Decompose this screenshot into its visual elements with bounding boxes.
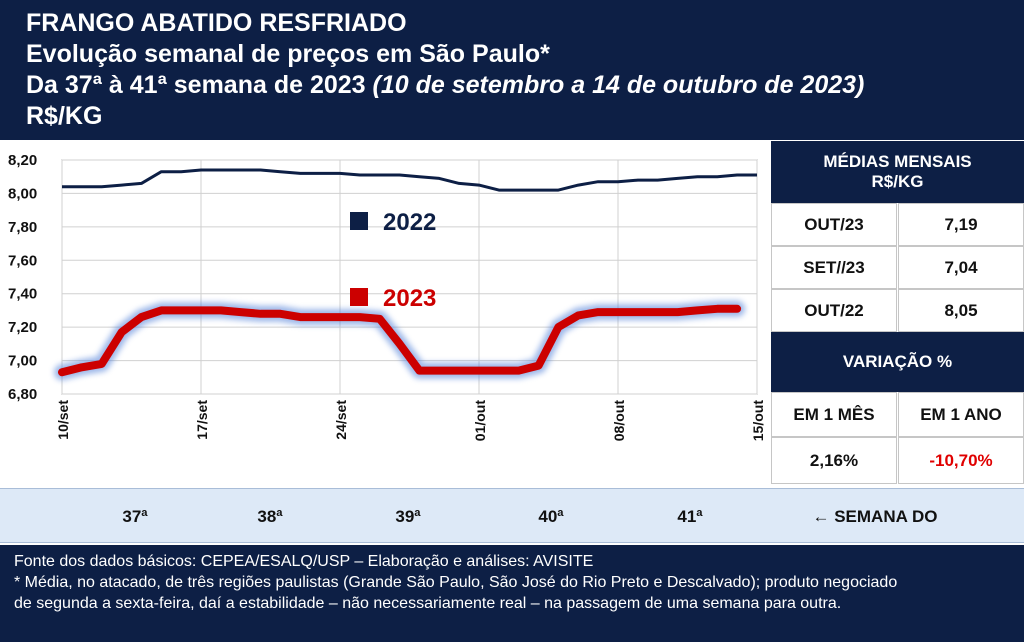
- chart-lines: [54, 168, 757, 381]
- y-tick-label: 7,80: [8, 219, 37, 236]
- series-2022-line: [62, 168, 757, 192]
- legend-2023-label: 2023: [383, 285, 436, 312]
- averages-header: MÉDIAS MENSAIS R$/KG: [771, 141, 1024, 203]
- week-label: 40ª: [538, 507, 564, 526]
- averages-title: MÉDIAS MENSAIS: [823, 152, 972, 171]
- y-tick-label: 7,40: [8, 286, 37, 303]
- legend-2022-swatch: [350, 212, 368, 230]
- chart-period: Da 37ª à 41ª semana de 2023 (10 de setem…: [26, 70, 1024, 101]
- chart-area: 8,20 8,00 7,80 7,60 7,40 7,20 7,00 6,80 10/set 1…: [0, 141, 768, 484]
- row3-value: 8,05: [898, 289, 1024, 332]
- row1-value: 7,19: [898, 203, 1024, 246]
- y-tick-label: 6,80: [8, 386, 37, 403]
- variation-col1-label: EM 1 MÊS: [771, 392, 897, 437]
- chart-header: FRANGO ABATIDO RESFRIADO Evolução semana…: [0, 0, 1024, 140]
- chart-subtitle: Evolução semanal de preços em São Paulo*: [26, 40, 550, 68]
- period-dates: (10 de setembro a 14 de outubro de 2023): [372, 71, 865, 99]
- x-tick-label: 08/out: [611, 400, 627, 442]
- y-tick-label: 7,20: [8, 319, 37, 336]
- row2-value: 7,04: [898, 246, 1024, 289]
- x-axis-ticks: 10/set 17/set 24/set 01/out 08/out 15/out: [55, 400, 766, 442]
- price-chart: 8,208,007,807,607,407,207,006,80 10/set 1…: [8, 152, 766, 442]
- week-label: 41ª: [677, 507, 703, 526]
- y-tick-label: 7,60: [8, 252, 37, 269]
- source-note: Fonte dos dados básicos: CEPEA/ESALQ/USP…: [14, 553, 594, 570]
- period-label: Da 37ª à 41ª semana de 2023: [26, 71, 366, 99]
- row3-label: OUT/22: [771, 289, 897, 332]
- variation-title: VARIAÇÃO %: [771, 332, 1024, 392]
- series-2023-line: [58, 304, 742, 377]
- x-tick-label: 15/out: [750, 400, 766, 442]
- footnote-line1: * Média, no atacado, de três regiões pau…: [14, 574, 898, 591]
- chart-unit: R$/KG: [26, 102, 103, 130]
- variation-col1-value: 2,16%: [771, 437, 897, 484]
- variation-col2-label: EM 1 ANO: [898, 392, 1024, 437]
- x-tick-label: 17/set: [194, 400, 210, 440]
- x-tick-label: 10/set: [55, 400, 71, 440]
- x-tick-label: 01/out: [472, 400, 488, 442]
- y-tick-label: 7,00: [8, 353, 37, 370]
- weeks-bar: 37ª 38ª 39ª 40ª 41ª ← SEMANA DO ANO: [0, 488, 1024, 581]
- y-tick-label: 8,20: [8, 152, 37, 169]
- footer-notes: Fonte dos dados básicos: CEPEA/ESALQ/USP…: [0, 545, 1024, 642]
- week-label: 39ª: [395, 507, 421, 526]
- averages-unit: R$/KG: [871, 172, 924, 191]
- week-label: 37ª: [122, 507, 148, 526]
- week-axis-label: ← SEMANA DO ANO: [812, 507, 938, 581]
- chart-legend: 2022 2023: [350, 209, 436, 312]
- legend-2022-label: 2022: [383, 209, 436, 236]
- footnote-line2: de segunda a sexta-feira, daí a estabili…: [14, 595, 842, 612]
- legend-2023-swatch: [350, 288, 368, 306]
- y-tick-label: 8,00: [8, 185, 37, 202]
- chart-title: FRANGO ABATIDO RESFRIADO: [26, 9, 407, 37]
- row1-label: OUT/23: [771, 203, 897, 246]
- row2-label: SET//23: [771, 246, 897, 289]
- monthly-averages-panel: MÉDIAS MENSAIS R$/KG OUT/23 7,19 SET//23…: [771, 141, 1024, 484]
- x-tick-label: 24/set: [333, 400, 349, 440]
- y-axis-ticks: 8,20 8,00 7,80 7,60 7,40 7,20 7,00 6,80: [8, 152, 37, 403]
- week-label: 38ª: [257, 507, 283, 526]
- variation-col2-value: -10,70%: [898, 437, 1024, 484]
